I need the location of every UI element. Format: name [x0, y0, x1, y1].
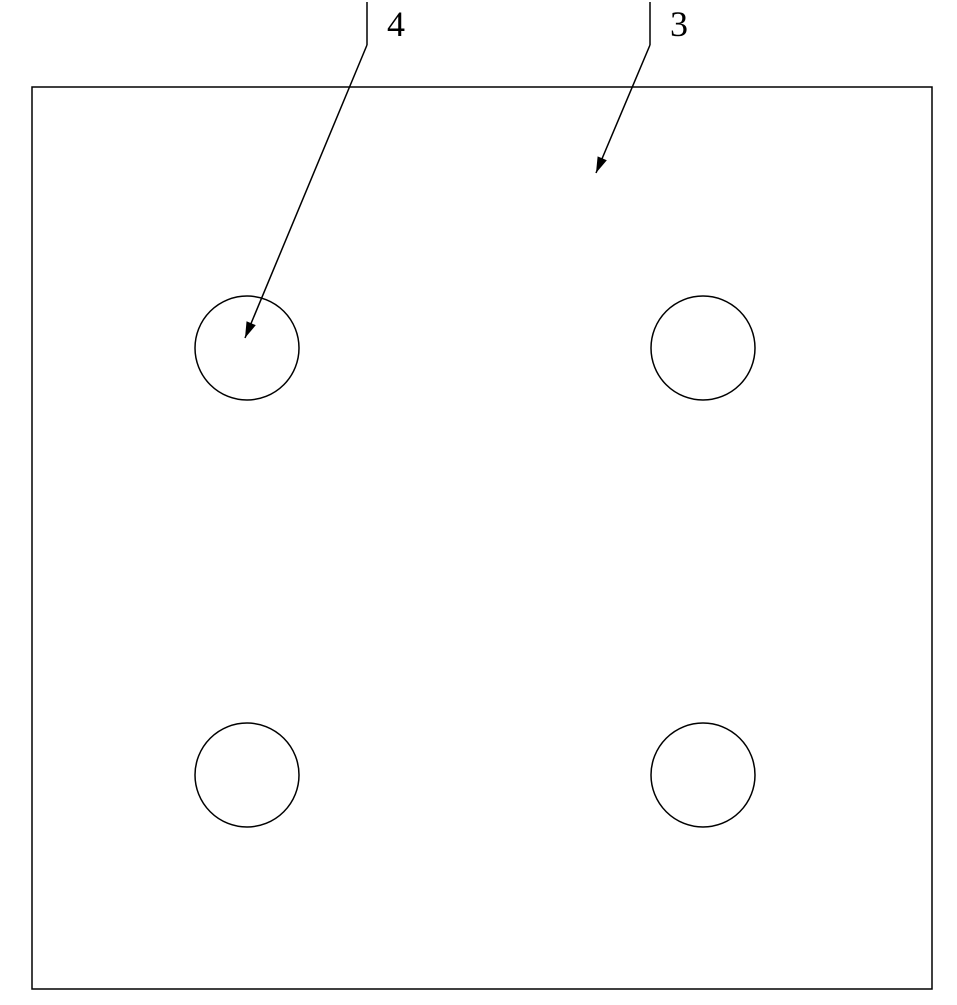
- hole-circle-3: [651, 723, 755, 827]
- diagram-container: [0, 0, 957, 1000]
- label-4: 4: [387, 3, 405, 45]
- outer-rectangle: [32, 87, 932, 989]
- leader-arrowhead-0: [245, 321, 256, 338]
- leader-line-0: [245, 45, 367, 338]
- label-3: 3: [670, 3, 688, 45]
- hole-circle-2: [195, 723, 299, 827]
- hole-circle-1: [651, 296, 755, 400]
- leader-line-1: [596, 45, 650, 173]
- technical-diagram-svg: [0, 0, 957, 1000]
- hole-circle-0: [195, 296, 299, 400]
- leader-arrowhead-1: [596, 156, 607, 173]
